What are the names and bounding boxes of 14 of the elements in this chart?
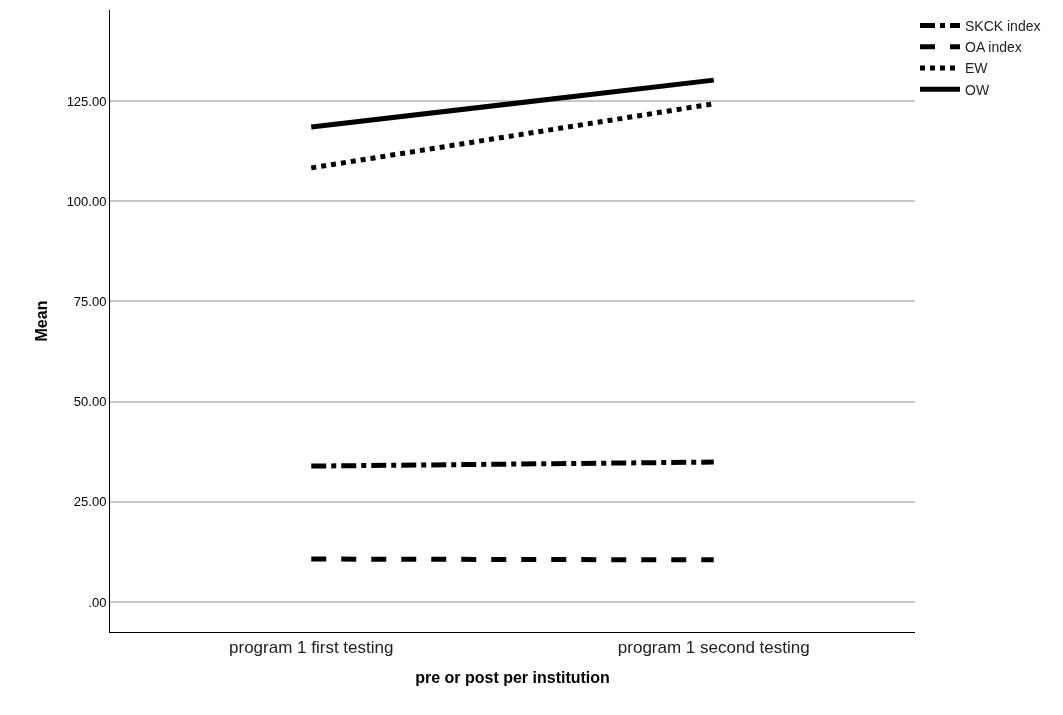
y-tick-label: .00	[88, 594, 107, 610]
y-tick-label: 100.00	[66, 193, 107, 209]
y-tick-label: 25.00	[73, 494, 107, 510]
x-tick-label: program 1 second testing	[617, 638, 810, 658]
x-axis-title: pre or post per institution	[415, 669, 610, 687]
y-axis-title: Mean	[32, 300, 50, 342]
legend-label: OW	[965, 81, 990, 98]
y-tick-label: 75.00	[73, 293, 107, 309]
legend-label: EW	[965, 60, 989, 77]
x-tick-label: program 1 first testing	[229, 638, 394, 658]
y-tick-label: 50.00	[73, 394, 107, 410]
y-tick-label: 125.00	[66, 93, 107, 109]
legend-label: OA index	[965, 39, 1022, 56]
legend-label: SKCK index	[965, 18, 1041, 35]
